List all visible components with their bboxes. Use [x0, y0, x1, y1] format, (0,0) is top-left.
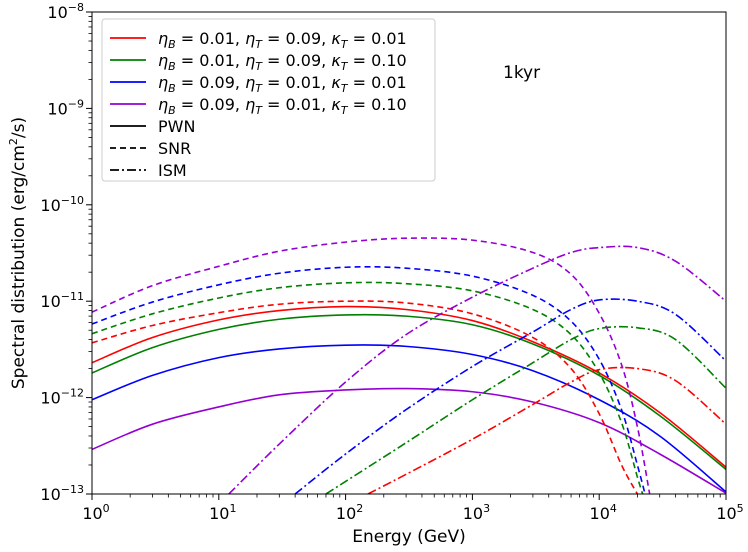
legend-label-6: ISM [158, 161, 187, 180]
y-axis-label-sup: 2 [7, 138, 20, 145]
annotation-1kyr: 1kyr [503, 63, 540, 83]
series-line-green-pwn [92, 313, 726, 471]
y-tick-label: 10−8 [47, 1, 84, 22]
series-line-purple-pwn [92, 387, 726, 494]
plot-frame [91, 11, 727, 495]
x-tick-label: 100 [82, 502, 109, 523]
legend-label-0: ηB = 0.01, ηT = 0.09, κT = 0.01 [158, 29, 407, 51]
x-tick-label: 104 [590, 502, 617, 523]
y-tick-label: 10−9 [47, 97, 84, 118]
legend-label-4: PWN [158, 117, 195, 136]
legend-label-2: ηB = 0.09, ηT = 0.01, κT = 0.01 [158, 73, 407, 95]
y-tick-label: 10−13 [40, 483, 84, 504]
legend-label-1: ηB = 0.01, ηT = 0.09, κT = 0.10 [158, 51, 407, 73]
series-line-green-snr [92, 281, 644, 494]
series-line-red-pwn [92, 305, 726, 468]
y-axis-label: Spectral distribution (erg/cm2/s) [7, 117, 29, 389]
y-tick-label: 10−10 [40, 194, 84, 215]
x-tick-label: 101 [209, 502, 236, 523]
axis-ticks: 100 101 102 103 104 105 10−13 10−12 10−11 10−10 10… [40, 1, 743, 523]
legend-label-5: SNR [158, 139, 191, 158]
y-tick-label: 10−11 [40, 290, 84, 311]
series-line-blue-ism [294, 298, 726, 494]
y-axis-label-suffix: /s) [9, 117, 29, 138]
y-axis-label-prefix: Spectral distribution (erg/cm [9, 145, 29, 389]
legend-label-3: ηB = 0.09, ηT = 0.01, κT = 0.10 [158, 95, 407, 117]
series-line-purple-ism [228, 245, 726, 494]
x-axis-label: Energy (GeV) [352, 527, 465, 547]
series-line-green-ism [325, 325, 726, 494]
series-line-red-snr [92, 300, 639, 494]
x-tick-label: 102 [336, 502, 363, 523]
series-lines [92, 237, 726, 494]
series-line-purple-snr [92, 237, 651, 494]
legend-box [101, 18, 436, 182]
x-tick-label: 105 [716, 502, 743, 523]
series-line-blue-snr [92, 265, 646, 494]
series-line-blue-pwn [92, 344, 726, 493]
y-tick-label: 10−12 [40, 387, 84, 408]
series-line-red-ism [367, 366, 726, 494]
x-tick-label: 103 [463, 502, 490, 523]
